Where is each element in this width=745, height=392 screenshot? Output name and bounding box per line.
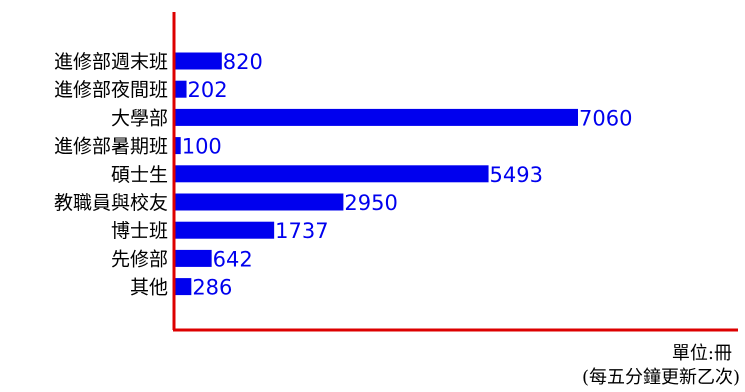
bar <box>175 165 489 183</box>
category-label: 先修部 <box>111 248 168 270</box>
bars-layer: 進修部週末班 820 進修部夜間班 202 大學部 7060 進修部暑期班 100 碩士生 549… <box>54 50 632 300</box>
value-label: 642 <box>213 247 253 271</box>
category-label: 進修部夜間班 <box>54 79 168 101</box>
value-label: 820 <box>223 50 263 74</box>
bar <box>175 249 212 267</box>
category-label: 博士班 <box>111 220 168 242</box>
bar <box>175 221 275 239</box>
category-label: 大學部 <box>111 107 168 129</box>
value-label: 5493 <box>490 163 543 187</box>
value-label: 7060 <box>579 106 632 130</box>
value-label: 202 <box>188 78 228 102</box>
category-label: 教職員與校友 <box>54 192 168 214</box>
bar <box>175 52 222 70</box>
value-label: 1737 <box>275 219 328 243</box>
category-label: 進修部週末班 <box>54 51 168 73</box>
value-label: 2950 <box>344 191 397 215</box>
update-note: (每五分鐘更新乙次) <box>582 367 740 388</box>
category-label: 其他 <box>130 277 168 299</box>
bar <box>175 278 192 296</box>
category-label: 進修部暑期班 <box>54 136 168 158</box>
bar <box>175 193 344 211</box>
value-label: 100 <box>182 135 222 159</box>
bar <box>175 80 187 98</box>
category-label: 碩士生 <box>111 164 168 186</box>
value-label: 286 <box>192 276 232 300</box>
unit-label: 單位:冊 <box>672 343 732 364</box>
bar <box>175 137 181 155</box>
bar <box>175 108 578 126</box>
